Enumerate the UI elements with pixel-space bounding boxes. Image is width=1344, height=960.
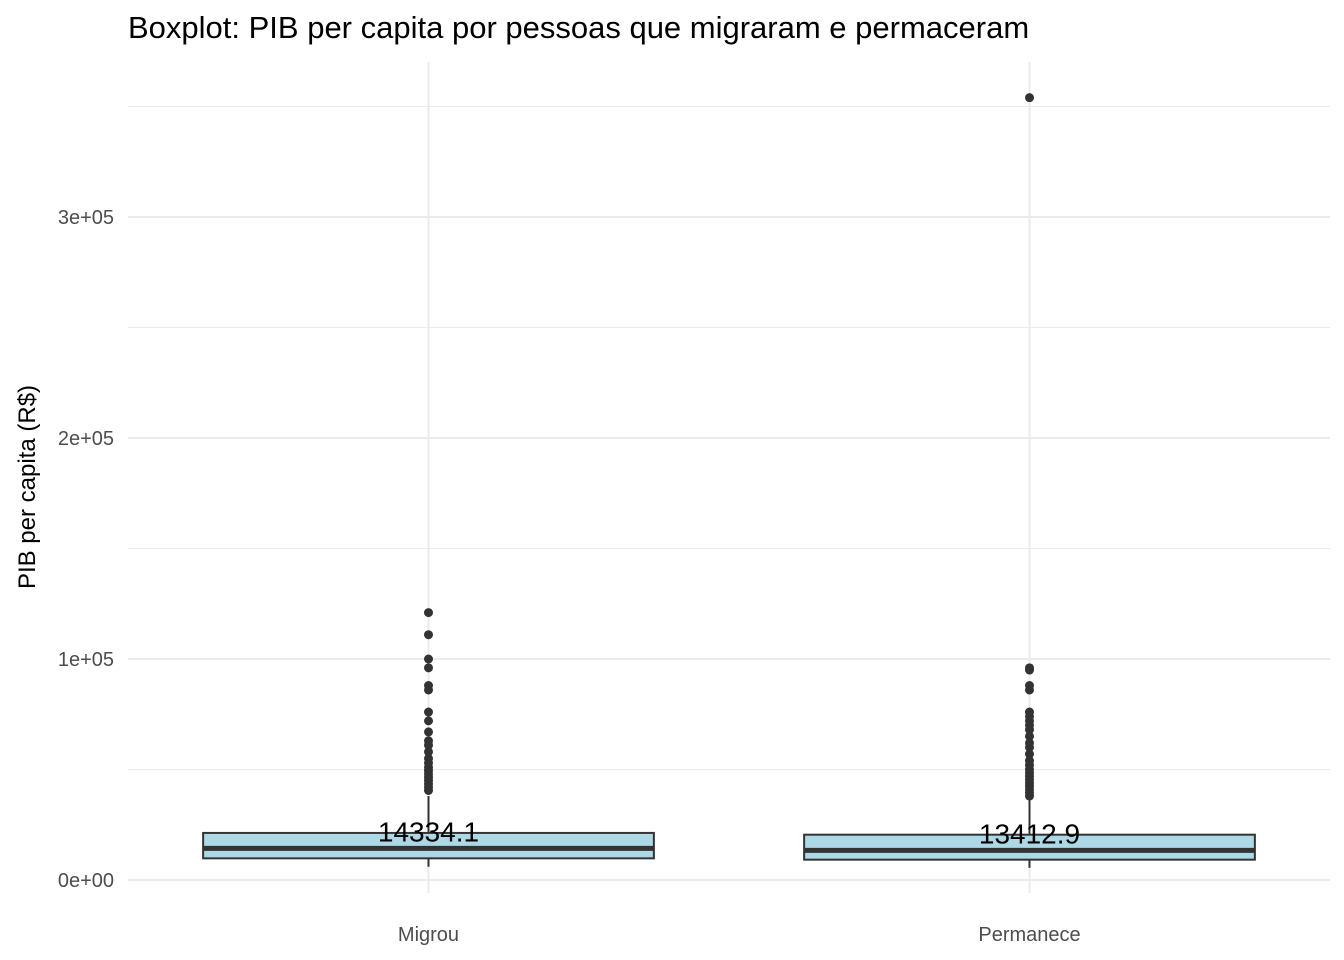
outlier-point: [424, 716, 433, 726]
outlier-point: [424, 681, 433, 691]
outlier-point: [1025, 681, 1034, 691]
outlier-point: [424, 747, 433, 757]
box: [202, 831, 655, 860]
outlier-point: [1025, 663, 1034, 673]
y-tick-label: 3e+05: [58, 207, 114, 229]
y-tick-label: 2e+05: [58, 428, 114, 450]
outlier-point: [424, 753, 433, 763]
outlier-point: [424, 727, 433, 737]
outlier-point: [1025, 756, 1034, 766]
outlier-point: [424, 608, 433, 618]
y-tick-label: 1e+05: [58, 649, 114, 671]
outlier-point: [424, 663, 433, 673]
median-label: 14334.1: [378, 816, 479, 847]
x-tick-label: Permanece: [978, 924, 1080, 946]
outlier-point: [1025, 749, 1034, 759]
outlier-point: [1025, 731, 1034, 741]
y-tick-label: 0e+00: [58, 870, 114, 892]
outlier-point: [1025, 707, 1034, 717]
outlier-point: [424, 654, 433, 664]
outlier-point: [1025, 93, 1034, 103]
chart-title: Boxplot: PIB per capita por pessoas que …: [128, 10, 1030, 45]
outlier-point: [424, 630, 433, 640]
box: [803, 833, 1256, 861]
x-tick-label: Migrou: [398, 924, 459, 946]
outlier-point: [1025, 738, 1034, 748]
outlier-point: [424, 707, 433, 717]
median-label: 13412.9: [979, 818, 1080, 849]
outlier-point: [424, 736, 433, 746]
